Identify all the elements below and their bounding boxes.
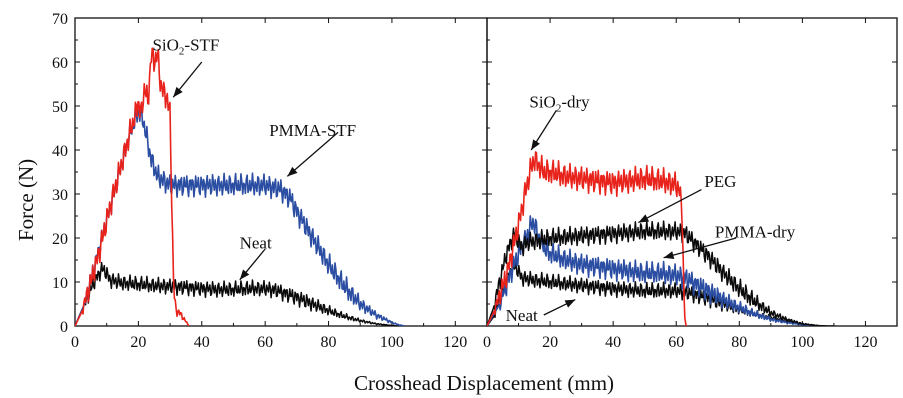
annotation-label-part: PMMA-STF — [269, 121, 356, 140]
x-tick-label: 20 — [130, 334, 146, 351]
series-pmma-dry — [487, 215, 822, 326]
series-sio2-stf — [75, 47, 190, 326]
y-tick-label: 0 — [60, 319, 68, 336]
x-tick-label: 80 — [321, 334, 337, 351]
annotation-label-part: -STF — [184, 35, 219, 54]
y-tick-label: 10 — [52, 275, 68, 292]
y-tick-label: 40 — [52, 143, 68, 160]
panel-right: 0 20 40 60 80 100 120 SiO2-dry PEG PMMA-dry Neat — [483, 17, 898, 351]
y-tick-label: 50 — [52, 99, 68, 116]
annotation-arrowhead-peg — [638, 214, 650, 223]
y-tick-label: 20 — [52, 231, 68, 248]
x-tick-label: 120 — [443, 334, 467, 351]
annotation-label-neat-dry: Neat — [506, 306, 538, 325]
x-tick-label: 120 — [853, 334, 877, 351]
x-tick-label: 0 — [71, 334, 79, 351]
annotation-arrowhead-neat-dry — [564, 299, 576, 308]
y-tick-label: 60 — [52, 55, 68, 72]
annotation-label-part: PMMA-dry — [715, 222, 796, 241]
x-tick-label: 0 — [483, 334, 491, 351]
annotation-arrowhead-pmma-stf — [287, 166, 298, 177]
annotation-label-neat: Neat — [240, 233, 272, 252]
annotation-label-pmma-dry: PMMA-dry — [715, 222, 796, 241]
annotation-label-peg: PEG — [704, 172, 736, 191]
annotation-arrow-pmma-dry — [663, 237, 737, 259]
annotation-arrowhead-pmma-dry — [663, 251, 675, 260]
annotation-label-part: SiO — [152, 35, 178, 54]
x-tick-label: 100 — [380, 334, 404, 351]
annotation-arrow-pmma-stf — [286, 131, 339, 177]
x-tick-label: 60 — [257, 334, 273, 351]
y-tick-label: 30 — [52, 187, 68, 204]
annotation-arrowhead-sio2-dry — [531, 139, 540, 150]
series-peg — [487, 220, 826, 326]
x-tick-label: 100 — [790, 334, 814, 351]
x-tick-label: 60 — [668, 334, 684, 351]
annotation-label-part: 2 — [179, 45, 185, 57]
annotation-label-sio2-dry: SiO2-dry — [529, 93, 590, 115]
annotation-label-pmma-stf: PMMA-STF — [269, 121, 356, 140]
series-sio2-dry — [487, 151, 688, 326]
annotation-label-part: Neat — [506, 306, 538, 325]
annotation-label-part: Neat — [240, 233, 272, 252]
annotation-arrowhead-neat — [239, 269, 250, 280]
x-tick-label: 20 — [542, 334, 558, 351]
x-tick-label: 80 — [731, 334, 747, 351]
annotation-label-part: 2 — [556, 103, 562, 115]
y-tick-label: 70 — [52, 11, 68, 28]
panel-left: 0 20 40 60 80 100 120010203040506070SiO2-STFPM… — [52, 11, 488, 351]
annotation-label-part: PEG — [704, 172, 736, 191]
series-neat — [75, 261, 405, 326]
annotation-label-part: -dry — [561, 93, 590, 112]
x-axis-title: Crosshead Displacement (mm) — [354, 371, 614, 395]
annotation-arrow-peg — [638, 189, 702, 224]
x-tick-label: 40 — [605, 334, 621, 351]
annotation-label-sio2-stf: SiO2-STF — [152, 35, 219, 57]
y-axis-title: Force (N) — [14, 159, 38, 241]
annotation-arrowhead-sio2-stf — [173, 86, 183, 98]
x-tick-label: 40 — [194, 334, 210, 351]
annotation-label-part: SiO — [529, 93, 555, 112]
